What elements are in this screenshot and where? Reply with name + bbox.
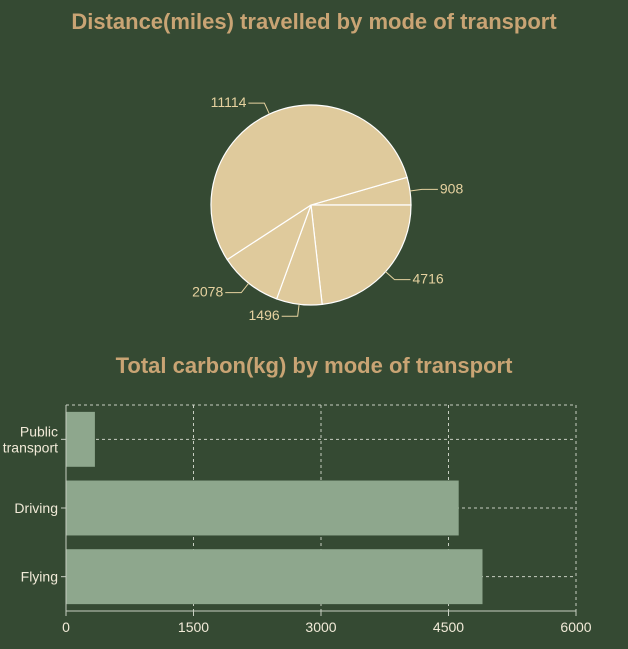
- x-tick-label: 1500: [178, 619, 209, 635]
- y-category-label: Driving: [14, 500, 58, 516]
- y-category-label: Public transport: [3, 423, 58, 455]
- pie-leader-line: [409, 188, 438, 192]
- pie-leader-line: [281, 304, 300, 317]
- x-tick-label: 4500: [433, 619, 464, 635]
- pie-slice-label: 4716: [413, 271, 444, 287]
- pie-slice-label: 2078: [192, 284, 223, 300]
- bar: [66, 480, 459, 536]
- x-tick-label: 0: [62, 619, 70, 635]
- pie-leader-line: [225, 282, 250, 294]
- x-tick-label: 6000: [560, 619, 591, 635]
- pie-slice-label: 1496: [249, 307, 280, 323]
- pie-slice-label: 908: [440, 180, 464, 196]
- pie-leader-line: [248, 102, 270, 115]
- pie-chart-title: Distance(miles) travelled by mode of tra…: [71, 9, 557, 34]
- y-category-label: Flying: [21, 569, 58, 585]
- pie-slice-label: 11114: [211, 94, 247, 110]
- pie-leader-line: [385, 271, 411, 281]
- x-tick-label: 3000: [305, 619, 336, 635]
- bar: [66, 411, 95, 467]
- bar-chart-title: Total carbon(kg) by mode of transport: [115, 353, 513, 378]
- bar: [66, 549, 483, 605]
